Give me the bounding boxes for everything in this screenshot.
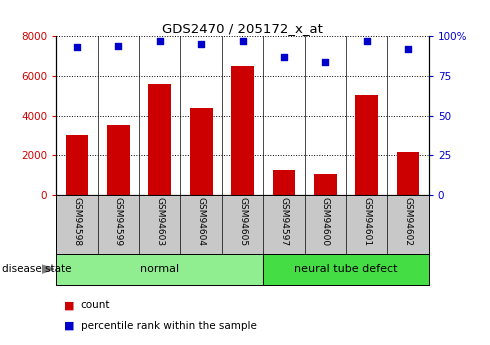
Polygon shape xyxy=(42,265,54,273)
Bar xyxy=(107,126,130,195)
Text: ■: ■ xyxy=(64,321,74,331)
Text: neural tube defect: neural tube defect xyxy=(294,264,398,274)
Text: GSM94604: GSM94604 xyxy=(196,197,206,246)
Text: GSM94598: GSM94598 xyxy=(73,197,81,246)
Text: ■: ■ xyxy=(64,300,74,310)
Bar xyxy=(56,254,263,285)
Text: GSM94602: GSM94602 xyxy=(404,197,413,246)
Text: GSM94599: GSM94599 xyxy=(114,197,123,246)
Bar xyxy=(355,95,378,195)
Text: count: count xyxy=(81,300,110,310)
Point xyxy=(239,38,246,44)
Text: normal: normal xyxy=(140,264,179,274)
Text: disease state: disease state xyxy=(2,264,72,274)
Bar xyxy=(272,170,295,195)
Text: GSM94597: GSM94597 xyxy=(279,197,289,246)
Bar xyxy=(314,174,337,195)
Text: GSM94603: GSM94603 xyxy=(155,197,164,246)
Point xyxy=(156,38,164,44)
Point xyxy=(197,41,205,47)
Point xyxy=(321,59,329,65)
Text: GSM94600: GSM94600 xyxy=(321,197,330,246)
Bar xyxy=(263,254,429,285)
Point xyxy=(280,54,288,60)
Bar xyxy=(190,108,213,195)
Title: GDS2470 / 205172_x_at: GDS2470 / 205172_x_at xyxy=(162,22,323,35)
Bar xyxy=(66,135,88,195)
Bar xyxy=(148,84,171,195)
Text: GSM94601: GSM94601 xyxy=(362,197,371,246)
Point xyxy=(73,45,81,50)
Bar xyxy=(397,152,419,195)
Point xyxy=(115,43,122,49)
Text: percentile rank within the sample: percentile rank within the sample xyxy=(81,321,257,331)
Text: GSM94605: GSM94605 xyxy=(238,197,247,246)
Bar xyxy=(231,66,254,195)
Point xyxy=(404,46,412,52)
Point xyxy=(363,38,370,44)
